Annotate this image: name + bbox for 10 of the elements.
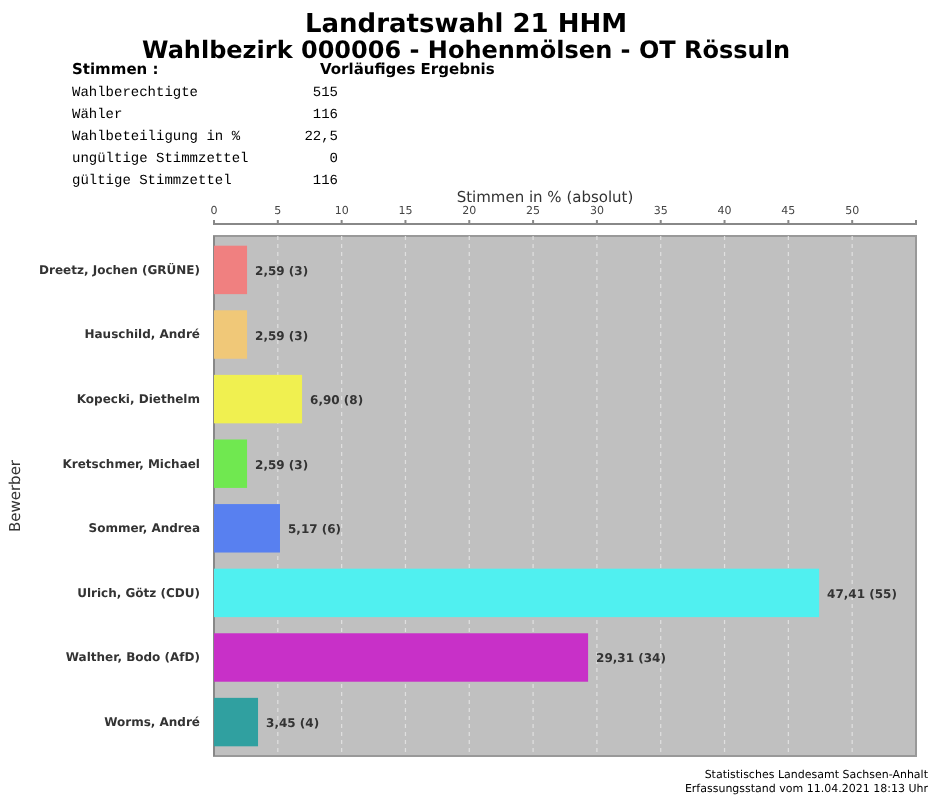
bar bbox=[214, 439, 248, 488]
bar bbox=[214, 633, 589, 682]
bar bbox=[214, 504, 280, 553]
bar bbox=[214, 374, 303, 424]
chart-title: Landratswahl 21 HHM bbox=[304, 10, 628, 40]
bar bbox=[214, 310, 248, 359]
bar bbox=[214, 697, 259, 747]
bar bbox=[214, 568, 820, 618]
chart-subtitle: Wahlbezirk 000006 - Hohenmölsen - OT Rössuln bbox=[142, 36, 790, 64]
bar bbox=[214, 245, 248, 295]
